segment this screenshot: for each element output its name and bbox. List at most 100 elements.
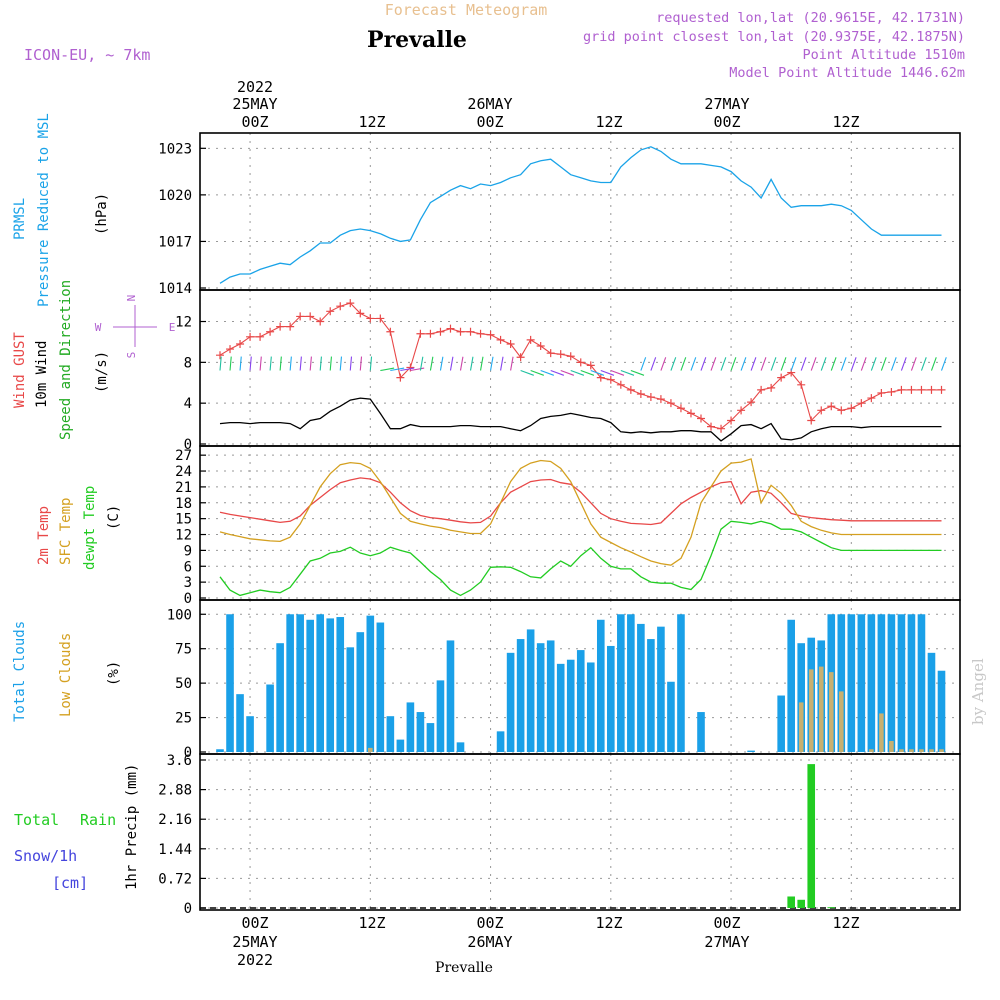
- low-cloud-bar: [939, 749, 944, 752]
- total-cloud-bar: [847, 614, 856, 752]
- total-cloud-bar: [406, 702, 415, 752]
- total-cloud-bar: [426, 723, 435, 752]
- total-cloud-bar: [887, 614, 896, 752]
- total-cloud-bar: [246, 716, 254, 752]
- temp-tick-label: 12: [175, 528, 192, 544]
- wind-direction-arrow: [239, 356, 242, 371]
- total-cloud-bar: [556, 663, 565, 752]
- bottom-tick-label: 00Z: [713, 914, 740, 932]
- wind-direction-arrow: [880, 357, 887, 371]
- gust-marker: [446, 324, 455, 333]
- gust-marker: [827, 402, 836, 411]
- wind-direction-arrow: [790, 357, 797, 371]
- wind-direction-arrow: [289, 356, 292, 371]
- top-tick-label: 00Z: [713, 113, 740, 131]
- total-cloud-bar: [867, 614, 876, 752]
- gust-marker: [596, 373, 605, 382]
- pressure-tick-label: 1020: [158, 188, 192, 204]
- gust-marker: [646, 393, 655, 402]
- cloud-labels: Total Clouds Low Clouds (%): [12, 621, 122, 722]
- gust-marker: [586, 361, 595, 370]
- temp-tick-label: 6: [184, 559, 192, 575]
- top-tick-label: 12Z: [358, 113, 385, 131]
- wind-direction-arrow: [810, 357, 817, 371]
- wind-direction-arrow: [550, 369, 565, 376]
- label-speed-direction: Speed and Direction: [58, 280, 74, 440]
- data-layer: [200, 146, 960, 909]
- wind-direction-arrow: [570, 369, 585, 376]
- wind-tick-label: 12: [175, 315, 192, 331]
- wind-direction-arrow: [670, 357, 677, 371]
- precip-tick-label: 1.44: [158, 842, 192, 858]
- gust-marker: [326, 307, 335, 316]
- gust-marker: [917, 385, 926, 394]
- low-cloud-bar: [828, 672, 834, 752]
- wind-direction-arrow: [249, 356, 252, 371]
- gust-marker: [466, 327, 475, 336]
- gust-marker: [546, 349, 555, 358]
- wind-direction-arrow: [459, 356, 464, 371]
- total-cloud-bar: [526, 629, 535, 752]
- pressure-tick-label: 1023: [158, 141, 192, 157]
- wind-direction-arrow: [540, 369, 555, 376]
- total-cloud-bar: [396, 739, 405, 752]
- temp-tick-label: 0: [184, 591, 192, 607]
- pressure-tick-label: 1014: [158, 281, 192, 297]
- temp-tick-label: 9: [184, 543, 192, 559]
- total-cloud-bar: [797, 643, 806, 752]
- total-cloud-bar: [496, 731, 505, 752]
- label-10m-wind: 10m Wind: [34, 341, 50, 408]
- total-cloud-bar: [226, 614, 234, 752]
- precip-frame: [199, 753, 961, 911]
- wind-direction-arrow: [770, 357, 777, 371]
- wind-direction-arrow: [219, 356, 222, 371]
- temp-tick-label: 15: [175, 512, 192, 528]
- wind-direction-arrow: [229, 356, 232, 371]
- precip-tick-label: 2.88: [158, 783, 192, 799]
- gust-marker: [286, 322, 295, 331]
- compass-north: N: [125, 295, 138, 302]
- grid-layer: [200, 133, 960, 910]
- gust-marker: [556, 350, 565, 359]
- wind-tick-label: 4: [184, 396, 192, 412]
- gust-marker: [316, 317, 325, 326]
- top-date-26may: 26MAY: [467, 95, 512, 113]
- temp-2m-line: [219, 477, 942, 526]
- wind-frame: [199, 289, 961, 447]
- total-cloud-bar: [617, 614, 625, 752]
- wind-direction-arrow: [469, 356, 474, 371]
- wind-direction-arrow: [690, 357, 697, 371]
- temp-frame: [199, 445, 961, 601]
- gust-marker: [576, 358, 585, 367]
- bottom-tick-label: 12Z: [832, 914, 859, 932]
- wind-direction-arrow: [299, 356, 302, 371]
- label-snow: Snow/1h: [14, 847, 77, 865]
- wind-direction-arrow: [480, 356, 484, 371]
- gust-marker: [276, 322, 285, 331]
- bottom-time-axis: 00Z 12Z 00Z 12Z 00Z 12Z 25MAY 2022 26MAY…: [232, 914, 859, 976]
- label-prmsl: PRMSL: [12, 198, 28, 240]
- gust-marker: [927, 385, 936, 394]
- wind-direction-arrow: [439, 356, 444, 371]
- precip-tick-label: 0: [184, 901, 192, 917]
- bottom-date-26may: 26MAY: [467, 933, 512, 951]
- total-cloud-bar: [937, 670, 946, 752]
- bottom-location: Prevalle: [435, 960, 493, 976]
- temp-tick-label: 18: [175, 496, 192, 512]
- gust-marker: [666, 399, 675, 408]
- wind-tick-label: 0: [184, 437, 192, 453]
- wind-direction-arrow: [560, 369, 575, 376]
- precip-bar: [827, 907, 836, 909]
- gust-marker: [366, 314, 375, 323]
- wind-direction-arrow: [680, 357, 687, 371]
- wind-direction-arrow: [740, 357, 747, 371]
- gust-marker: [636, 389, 645, 398]
- wind-direction-arrow: [720, 357, 727, 371]
- precip-labels: Total Rain Snow/1h [cm] 1hr Precip (mm): [14, 764, 140, 892]
- bottom-year: 2022: [237, 951, 273, 969]
- total-cloud-bar: [356, 632, 365, 752]
- total-cloud-bar: [637, 623, 645, 752]
- wind-direction-arrow: [630, 369, 645, 376]
- wind-direction-arrow: [890, 357, 897, 371]
